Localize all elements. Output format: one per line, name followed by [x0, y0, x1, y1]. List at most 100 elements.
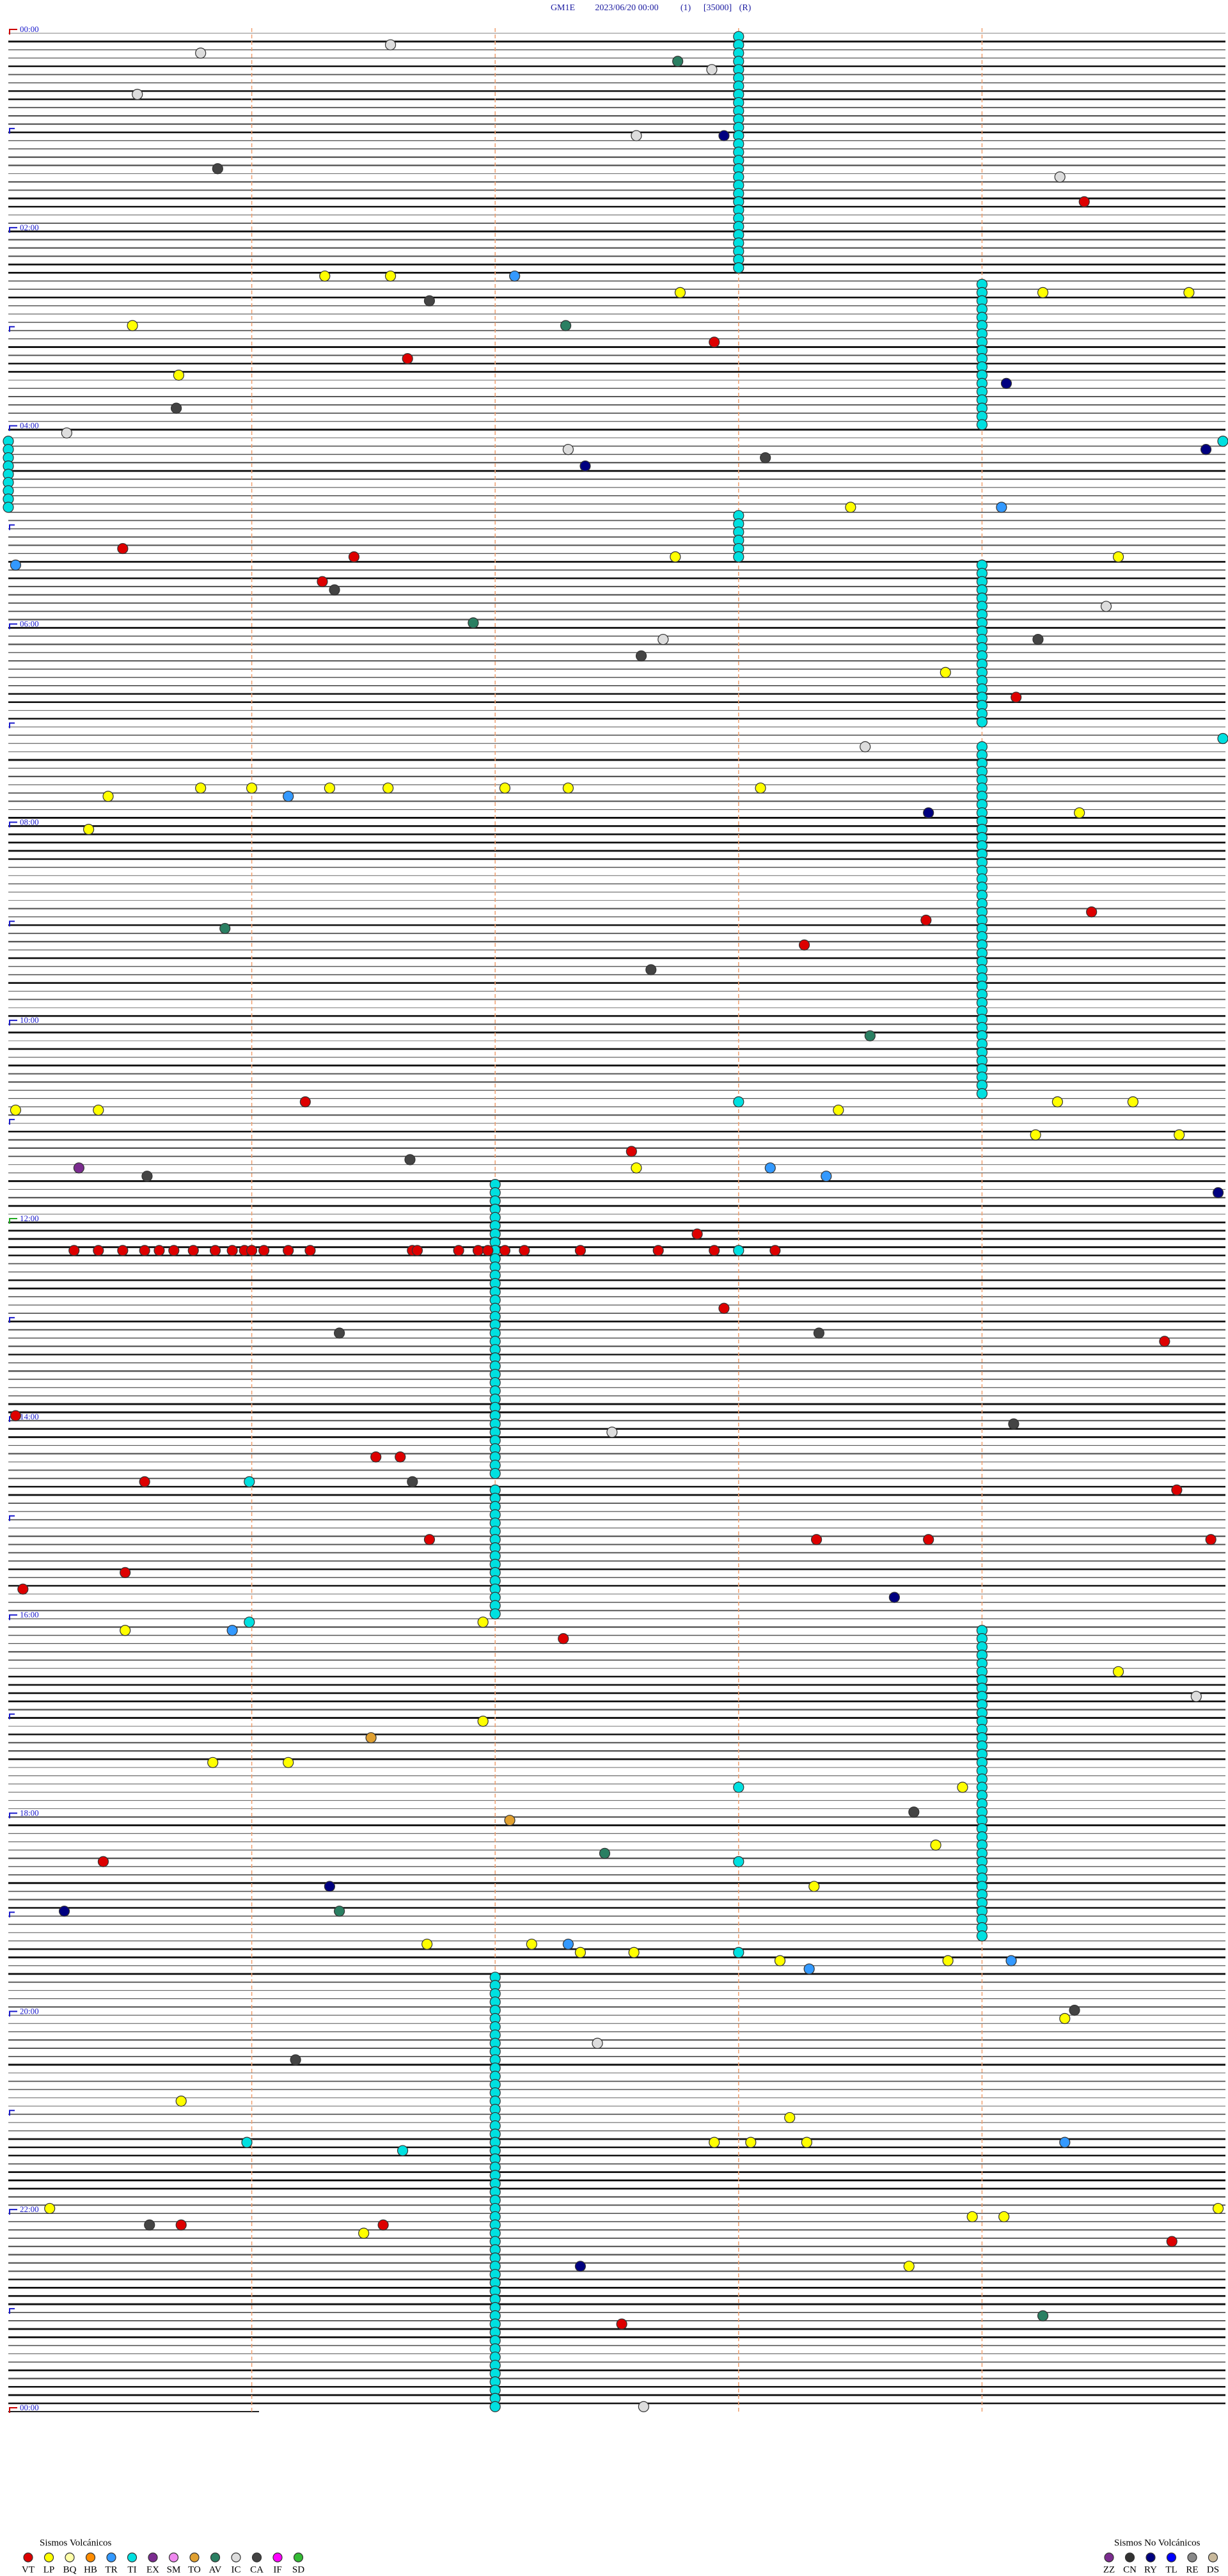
event: [1011, 691, 1022, 703]
legend-label: VT: [22, 2564, 35, 2575]
event-run: [489, 1467, 501, 1480]
event: [1171, 1484, 1183, 1496]
event: [1054, 171, 1066, 183]
event-run: [489, 1608, 501, 1620]
event: [718, 130, 730, 141]
event: [173, 369, 185, 381]
legend-swatch: [106, 2552, 116, 2563]
legend-swatch: [1166, 2552, 1177, 2563]
event: [329, 584, 340, 596]
event: [626, 1146, 637, 1157]
event: [365, 1732, 377, 1744]
legend-swatch: [23, 2552, 33, 2563]
legend-swatch: [1208, 2552, 1218, 2563]
event: [1212, 1187, 1224, 1199]
event: [657, 633, 669, 645]
hour-marker: [9, 2407, 17, 2413]
event: [733, 1245, 744, 1256]
legend-label: IF: [273, 2564, 281, 2575]
event: [283, 1245, 294, 1256]
event: [423, 295, 436, 306]
event: [706, 64, 718, 75]
event: [423, 1534, 436, 1545]
event: [908, 1806, 920, 1818]
event: [168, 1245, 180, 1256]
event: [132, 88, 143, 100]
event: [61, 427, 72, 439]
event: [283, 791, 294, 802]
event: [718, 1302, 730, 1314]
event: [1217, 436, 1228, 447]
event: [407, 1476, 418, 1487]
event: [319, 270, 331, 282]
event: [258, 1245, 270, 1256]
event-run: [733, 551, 744, 563]
event: [764, 1162, 776, 1174]
half-marker: [9, 1515, 15, 1521]
event: [745, 2137, 757, 2148]
legend-label: TL: [1165, 2564, 1177, 2575]
traces: [8, 33, 1225, 2412]
event: [10, 559, 22, 571]
legend-label: ZZ: [1103, 2564, 1115, 2575]
hour-marker: [9, 29, 17, 35]
event: [1190, 1691, 1202, 1702]
event: [940, 667, 951, 678]
event: [670, 551, 681, 563]
event: [299, 1096, 311, 1108]
scale: [35000]: [704, 3, 732, 13]
event-run: [976, 1930, 988, 1941]
event: [562, 1938, 574, 1950]
event: [1059, 2012, 1071, 2025]
event: [226, 1245, 238, 1256]
legend-swatch: [1145, 2552, 1156, 2563]
legend-label: HB: [84, 2564, 97, 2575]
event: [93, 1245, 104, 1256]
event: [411, 1245, 423, 1256]
event: [117, 1245, 129, 1256]
event: [1030, 1129, 1041, 1141]
event: [599, 1847, 611, 1859]
event: [631, 130, 642, 141]
event: [845, 502, 856, 513]
event: [930, 1839, 941, 1851]
event: [120, 1625, 131, 1636]
hour-label: 08:00: [20, 817, 39, 826]
event: [574, 1947, 586, 1958]
event: [10, 1104, 22, 1116]
legend-swatch: [127, 2552, 138, 2563]
event: [139, 1476, 150, 1487]
hour-label: 18:00: [20, 1808, 39, 1817]
hour-marker: [9, 425, 17, 431]
event: [334, 1906, 345, 1917]
legend-swatch: [1124, 2552, 1135, 2563]
hour-marker: [9, 623, 17, 629]
event: [560, 320, 572, 331]
hour-marker: [9, 2209, 17, 2215]
event: [638, 2401, 649, 2412]
event: [209, 1245, 221, 1256]
legend-swatch: [293, 2552, 304, 2563]
event: [674, 287, 686, 298]
event: [377, 2219, 389, 2231]
half-marker: [9, 127, 15, 134]
event: [709, 336, 720, 348]
event: [324, 782, 335, 794]
event: [58, 1906, 70, 1917]
event: [421, 1938, 433, 1950]
event: [1008, 1418, 1019, 1430]
event: [402, 353, 413, 365]
event: [691, 1228, 703, 1240]
event: [798, 939, 810, 951]
legend-title: Sismos Volcánicos: [40, 2538, 112, 2548]
event: [219, 922, 231, 935]
event: [923, 1534, 934, 1545]
event: [733, 1782, 744, 1793]
hour-label: 12:00: [20, 1213, 39, 1223]
event: [290, 2054, 301, 2066]
event: [468, 617, 479, 629]
event: [1174, 1129, 1185, 1141]
legend-label: RE: [1186, 2564, 1198, 2575]
half-marker: [9, 1911, 15, 1918]
event: [942, 1955, 954, 1966]
